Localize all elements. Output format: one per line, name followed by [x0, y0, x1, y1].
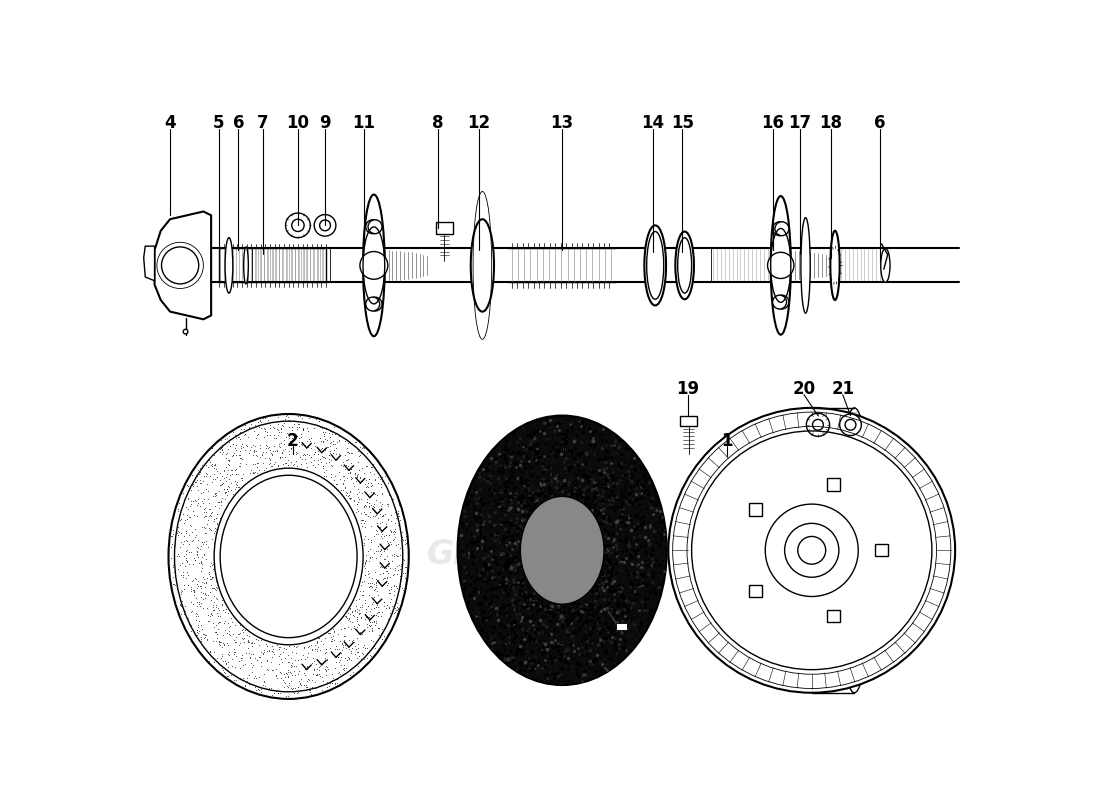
Ellipse shape: [220, 475, 358, 638]
Ellipse shape: [363, 194, 385, 336]
Ellipse shape: [675, 231, 694, 299]
Text: 20: 20: [792, 380, 815, 398]
Ellipse shape: [881, 249, 890, 282]
Circle shape: [777, 258, 790, 272]
Circle shape: [292, 219, 304, 231]
Text: 10: 10: [286, 114, 309, 132]
Text: 8: 8: [432, 114, 444, 132]
Ellipse shape: [837, 408, 872, 693]
Text: 18: 18: [820, 114, 843, 132]
Polygon shape: [154, 211, 211, 319]
Circle shape: [368, 220, 382, 234]
Text: 21: 21: [832, 380, 855, 398]
Circle shape: [364, 258, 378, 272]
Circle shape: [365, 297, 380, 311]
Circle shape: [772, 222, 786, 236]
Text: 7: 7: [257, 114, 268, 132]
Bar: [508, 249, 616, 282]
Ellipse shape: [645, 226, 667, 306]
Polygon shape: [144, 246, 154, 281]
Circle shape: [368, 297, 382, 311]
Text: 17: 17: [789, 114, 812, 132]
Ellipse shape: [830, 230, 839, 300]
Ellipse shape: [226, 238, 233, 293]
Bar: [827, 610, 839, 622]
Ellipse shape: [471, 219, 494, 311]
Text: 16: 16: [761, 114, 784, 132]
Bar: [219, 249, 326, 282]
Bar: [680, 415, 697, 426]
Bar: [827, 478, 839, 490]
Circle shape: [766, 504, 858, 597]
Text: 4: 4: [164, 114, 176, 132]
Circle shape: [839, 414, 861, 435]
Circle shape: [771, 258, 785, 272]
Circle shape: [162, 247, 199, 284]
Circle shape: [772, 295, 786, 309]
Ellipse shape: [168, 414, 409, 699]
Ellipse shape: [669, 408, 955, 693]
Text: 1: 1: [720, 432, 733, 450]
Text: 6: 6: [874, 114, 886, 132]
Bar: [835, 249, 886, 282]
Bar: [252, 249, 330, 282]
Bar: [749, 503, 761, 516]
Text: 15: 15: [671, 114, 694, 132]
Text: 14: 14: [641, 114, 664, 132]
Text: GROSSOPARTS: GROSSOPARTS: [427, 538, 701, 570]
Circle shape: [806, 414, 829, 436]
Circle shape: [370, 258, 383, 272]
Text: 2: 2: [287, 432, 298, 450]
Text: 9: 9: [319, 114, 331, 132]
Circle shape: [286, 213, 310, 238]
Text: 6: 6: [232, 114, 244, 132]
Text: 11: 11: [352, 114, 375, 132]
Circle shape: [315, 214, 336, 236]
Circle shape: [184, 330, 188, 334]
Ellipse shape: [229, 486, 349, 628]
Circle shape: [365, 220, 380, 234]
Circle shape: [360, 251, 388, 279]
Circle shape: [784, 523, 839, 578]
Bar: [211, 249, 959, 282]
Bar: [436, 222, 453, 234]
Text: 19: 19: [676, 380, 700, 398]
Bar: [711, 249, 781, 282]
Text: 3: 3: [558, 432, 570, 450]
Ellipse shape: [801, 218, 811, 313]
Bar: [616, 623, 627, 630]
Circle shape: [768, 252, 794, 278]
Ellipse shape: [244, 247, 249, 284]
Circle shape: [774, 222, 789, 236]
Text: 13: 13: [551, 114, 574, 132]
Text: 12: 12: [466, 114, 491, 132]
Circle shape: [774, 295, 789, 309]
Ellipse shape: [458, 415, 667, 685]
Ellipse shape: [771, 196, 791, 334]
Ellipse shape: [520, 496, 604, 604]
Text: 5: 5: [213, 114, 224, 132]
Bar: [876, 544, 888, 557]
Bar: [749, 585, 761, 597]
